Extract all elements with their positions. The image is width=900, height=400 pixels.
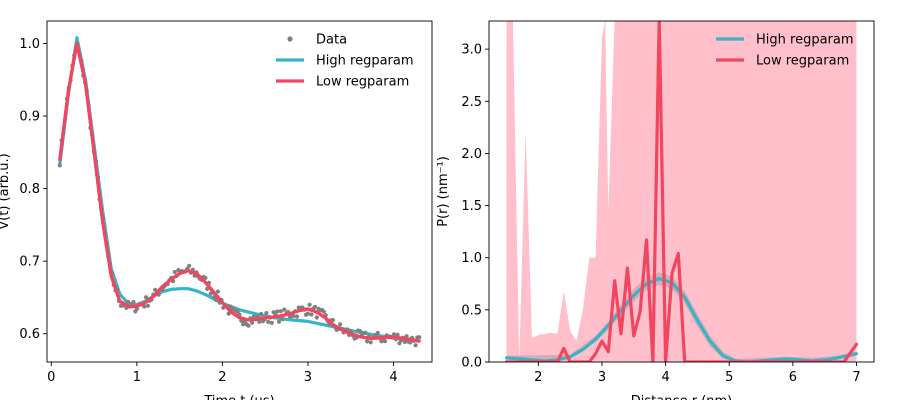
axes-frame xyxy=(488,20,875,363)
data-point xyxy=(57,163,62,168)
y-tick-label: 2.0 xyxy=(461,147,482,162)
legend-label: Low regparam xyxy=(316,75,409,90)
y-tick-label: 0.8 xyxy=(19,182,40,197)
data-point xyxy=(312,304,318,309)
data-point xyxy=(266,319,271,324)
series-line xyxy=(504,277,859,362)
y-tick-label: 1.0 xyxy=(19,37,40,52)
legend-marker xyxy=(287,36,293,42)
data-point xyxy=(282,307,287,312)
x-tick-label: 6 xyxy=(789,370,797,385)
y-tick-label: 0.0 xyxy=(461,356,482,371)
time-domain-plot: 0 1 2 3 4 0.6 0.7 0.8 0.9 1.0 Time t (μs) V(t) (arb… xyxy=(0,20,433,400)
x-tick-label: 3 xyxy=(304,370,312,385)
data-point xyxy=(375,330,380,335)
data-point xyxy=(309,312,314,317)
data-point xyxy=(338,322,343,327)
data-point xyxy=(215,289,220,294)
x-tick-label: 2 xyxy=(534,370,542,385)
data-point xyxy=(257,319,262,324)
data-point xyxy=(321,309,326,314)
data-point xyxy=(250,320,255,325)
data-point xyxy=(214,297,219,303)
plot-area xyxy=(504,21,859,362)
x-tick-label: 2 xyxy=(218,370,226,385)
data-point xyxy=(276,319,282,324)
data-point xyxy=(408,340,413,345)
data-point xyxy=(368,340,373,345)
axes-frame xyxy=(46,20,433,363)
data-point xyxy=(357,328,362,334)
data-point xyxy=(294,314,300,319)
x-tick-label: 1 xyxy=(133,370,141,385)
data-point xyxy=(264,311,269,316)
y-tick-label: 2.5 xyxy=(461,95,482,110)
x-tick-label: 4 xyxy=(661,370,669,385)
x-tick-label: 3 xyxy=(598,370,606,385)
legend-label: Data xyxy=(316,33,347,48)
y-tick-label: 3.0 xyxy=(461,43,482,58)
x-tick-label: 5 xyxy=(725,370,733,385)
x-axis-label: Time t (μs) xyxy=(203,394,274,400)
data-point xyxy=(187,263,192,268)
x-tick-label: 0 xyxy=(47,370,55,385)
data-point xyxy=(391,332,397,337)
y-tick-label: 1.5 xyxy=(461,199,482,214)
data-point xyxy=(172,269,177,275)
distance-distribution-plot: 2 3 4 5 6 7 0.0 0.5 1.0 1.5 2.0 2.5 3.0 Distance r (n… xyxy=(436,20,875,400)
y-axis-label: V(t) (arb.u.) xyxy=(0,153,12,229)
legend: High regparam Low regparam xyxy=(716,33,854,69)
data-point xyxy=(142,304,147,309)
data-point xyxy=(363,330,368,335)
legend-label: High regparam xyxy=(756,33,854,48)
data-point xyxy=(280,317,285,322)
data-point xyxy=(413,343,418,348)
data-point xyxy=(269,320,274,325)
x-tick-label: 7 xyxy=(852,370,860,385)
data-point xyxy=(305,311,310,316)
uncertainty-band xyxy=(506,21,857,362)
data-point xyxy=(259,311,264,317)
data-point xyxy=(417,335,422,340)
legend-label: High regparam xyxy=(316,54,414,69)
series-line xyxy=(504,21,859,362)
y-axis-label: P(r) (nm⁻¹) xyxy=(436,156,451,227)
series-line-overlay xyxy=(58,41,420,343)
data-point xyxy=(203,275,208,280)
data-point xyxy=(314,315,319,320)
y-tick-label: 0.5 xyxy=(461,303,482,318)
y-tick-label: 0.9 xyxy=(19,110,40,125)
data-point xyxy=(379,339,384,344)
data-point xyxy=(291,313,296,318)
data-point xyxy=(246,323,251,328)
y-tick-label: 0.7 xyxy=(19,255,40,270)
x-axis-label: Distance r (nm) xyxy=(631,394,733,400)
data-point xyxy=(395,332,400,337)
data-point xyxy=(382,339,388,344)
data-point xyxy=(365,339,370,344)
y-tick-label: 0.6 xyxy=(19,327,40,342)
y-tick-label: 1.0 xyxy=(461,251,482,266)
legend-label: Low regparam xyxy=(756,54,849,69)
data-point xyxy=(402,339,407,345)
plot-area xyxy=(57,36,422,348)
data-point xyxy=(145,303,150,308)
data-point xyxy=(275,309,280,314)
data-point xyxy=(126,299,131,304)
data-point xyxy=(307,302,312,307)
x-tick-label: 4 xyxy=(389,370,397,385)
legend: Data High regparam Low regparam xyxy=(276,33,414,90)
data-point xyxy=(131,299,136,305)
data-point xyxy=(330,317,335,323)
data-point xyxy=(278,309,283,314)
data-point xyxy=(144,295,149,300)
